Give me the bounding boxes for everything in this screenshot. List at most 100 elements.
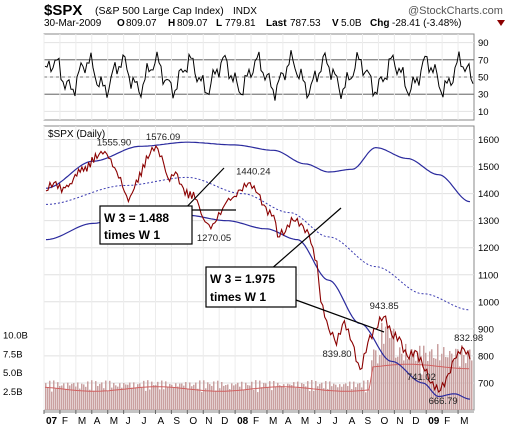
volume-bar xyxy=(297,381,299,410)
volume-bar xyxy=(425,352,427,410)
volume-bar xyxy=(233,385,235,410)
volume-label: V xyxy=(332,18,339,29)
volume-bar xyxy=(441,353,443,410)
volume-bar xyxy=(93,390,95,410)
volume-bar xyxy=(59,386,61,410)
rsi-tick-label: 50 xyxy=(478,73,489,84)
volume-bar xyxy=(385,326,387,410)
volume-bar xyxy=(347,385,349,410)
volume-bar xyxy=(333,383,335,410)
volume-bar xyxy=(155,384,157,410)
volume-bar xyxy=(103,388,105,410)
low-label: L xyxy=(216,18,222,29)
volume-bar xyxy=(197,388,199,410)
volume-bar xyxy=(465,363,467,410)
x-tick-label: M xyxy=(301,416,309,427)
price-line xyxy=(45,144,471,393)
volume-bar xyxy=(373,349,375,410)
volume-bar xyxy=(309,391,311,410)
rsi-tick-label: 70 xyxy=(478,55,489,66)
price-series xyxy=(45,144,471,393)
volume-bar xyxy=(461,345,463,410)
price-tick-label: 800 xyxy=(478,351,494,362)
x-tick-label: M xyxy=(78,416,86,427)
price-tick-label: 700 xyxy=(478,378,494,389)
volume-bar xyxy=(285,387,287,410)
moving-average xyxy=(46,176,471,311)
volume-bar xyxy=(345,383,347,410)
volume-bar xyxy=(229,389,231,410)
volume-bar xyxy=(115,385,117,410)
volume-bar xyxy=(227,384,229,410)
x-tick-label: A xyxy=(157,416,164,427)
volume-bar xyxy=(129,382,131,410)
volume-bar xyxy=(91,380,93,410)
price-annotation: 943.85 xyxy=(370,301,399,312)
volume-bar xyxy=(447,357,449,410)
volume-tick-label: 5.0B xyxy=(3,368,23,379)
exchange: INDX xyxy=(233,6,257,17)
volume-bar xyxy=(235,384,237,410)
volume-bar xyxy=(335,384,337,410)
volume-bar xyxy=(97,385,99,410)
callout-pointer xyxy=(269,207,342,271)
volume-bar xyxy=(357,383,359,410)
volume-bar xyxy=(317,386,319,410)
volume-bar xyxy=(241,381,243,410)
volume-bar xyxy=(223,385,225,410)
volume-bar xyxy=(231,383,233,410)
volume-bar xyxy=(65,388,67,410)
volume-bar xyxy=(457,349,459,410)
volume-bar xyxy=(327,388,329,410)
volume-bar xyxy=(267,387,269,410)
volume-bar xyxy=(399,347,401,410)
callout-w3-1: W 3 = 1.488 times W 1 xyxy=(99,167,236,245)
open-value: 809.07 xyxy=(126,18,157,29)
x-tick-label: D xyxy=(412,416,419,427)
volume-bar xyxy=(269,381,271,410)
x-tick-label: 07 xyxy=(46,416,58,427)
volume-bar xyxy=(389,338,391,410)
volume-axis: 2.5B 5.0B 7.5B 10.0B xyxy=(3,331,28,398)
volume-bar xyxy=(101,382,103,410)
volume-bar xyxy=(319,383,321,410)
x-tick-label: J xyxy=(317,416,322,427)
volume-bar xyxy=(289,384,291,410)
volume-bar xyxy=(89,389,91,410)
volume-bar xyxy=(147,380,149,410)
volume-bar xyxy=(321,382,323,410)
x-tick-label: M xyxy=(460,416,468,427)
volume-bar xyxy=(353,381,355,410)
price-tick-label: 1400 xyxy=(478,189,499,200)
volume-bar xyxy=(313,390,315,410)
volume-bar xyxy=(237,382,239,410)
volume-bar xyxy=(301,383,303,410)
volume-bar xyxy=(413,351,415,410)
price-annotation: 1555.90 xyxy=(97,137,131,148)
price-annotation: 1270.05 xyxy=(197,233,231,244)
volume-bar xyxy=(173,387,175,410)
volume-bar xyxy=(409,357,411,410)
x-tick-label: M xyxy=(269,416,277,427)
volume-bar xyxy=(439,360,441,410)
price-tick-label: 1200 xyxy=(478,243,499,254)
volume-bar xyxy=(261,387,263,410)
price-annotation: 1440.24 xyxy=(236,167,270,178)
volume-bar xyxy=(219,388,221,410)
volume-bar xyxy=(469,349,471,410)
upper-band xyxy=(45,141,471,203)
x-tick-label: F xyxy=(444,416,450,427)
volume-bar xyxy=(405,343,407,410)
callout-line2: times W 1 xyxy=(210,290,266,304)
last-label: Last xyxy=(266,18,287,29)
volume-bar xyxy=(131,387,133,410)
volume-bar xyxy=(455,348,457,410)
price-tick-label: 1300 xyxy=(478,216,499,227)
volume-bar xyxy=(243,389,245,410)
volume-bar xyxy=(205,388,207,410)
volume-bar xyxy=(279,385,281,410)
volume-bar xyxy=(393,328,395,410)
x-tick-label: N xyxy=(205,416,212,427)
volume-bar xyxy=(85,386,87,410)
price-tick-label: 1100 xyxy=(478,270,498,281)
